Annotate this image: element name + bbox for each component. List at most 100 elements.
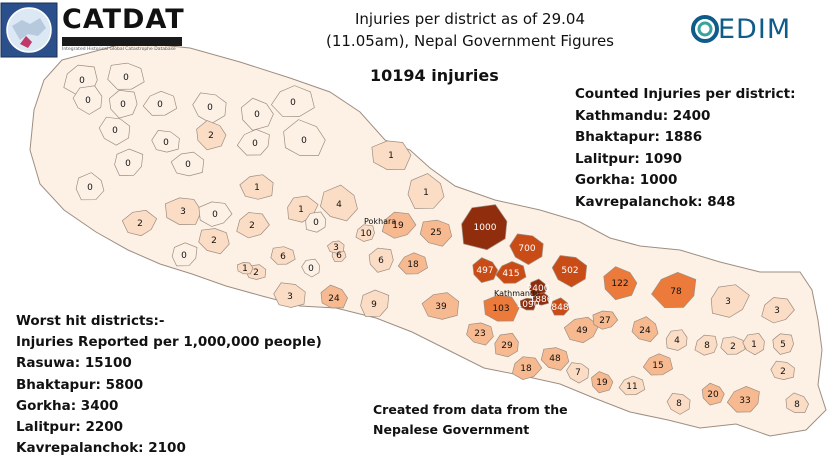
district-value-label: 1 bbox=[751, 340, 757, 350]
district-value-label: 0 bbox=[313, 218, 319, 228]
district-value-label: 8 bbox=[794, 400, 800, 410]
district-area bbox=[283, 119, 326, 156]
counted-item: Lalitpur: 1090 bbox=[575, 150, 683, 167]
district-area bbox=[114, 148, 144, 176]
district-area bbox=[419, 219, 453, 247]
district-area bbox=[381, 211, 417, 239]
catdat-subtitle: Integrated Historical Global Catastrophe… bbox=[62, 47, 176, 52]
district-value-label: 0 bbox=[87, 183, 93, 193]
district-value-label: 11 bbox=[626, 382, 637, 392]
earth-globe-icon bbox=[0, 2, 58, 58]
district-value-label: 3 bbox=[287, 292, 293, 302]
catdat-banner bbox=[62, 37, 182, 46]
district-value-label: 20 bbox=[707, 390, 719, 400]
district-value-label: 23 bbox=[474, 329, 485, 339]
district-value-label: 48 bbox=[549, 354, 561, 364]
data-credit: Created from data from the Nepalese Gove… bbox=[373, 400, 568, 440]
district-value-label: 0 bbox=[125, 159, 131, 169]
district-value-label: 0 bbox=[290, 98, 296, 108]
district-area bbox=[397, 252, 429, 275]
district-value-label: 2 bbox=[137, 219, 143, 229]
credit-line-1: Created from data from the bbox=[373, 402, 568, 417]
district-area bbox=[236, 212, 270, 239]
district-value-label: 0 bbox=[207, 103, 213, 113]
counted-item: Kathmandu: 2400 bbox=[575, 107, 711, 124]
district-area bbox=[770, 360, 795, 380]
district-area bbox=[591, 371, 614, 394]
district-value-label: 0 bbox=[79, 76, 85, 86]
district-value-label: 1 bbox=[254, 183, 260, 193]
district-value-label: 700 bbox=[518, 244, 535, 254]
district-value-label: 3 bbox=[725, 297, 731, 307]
district-area bbox=[642, 353, 674, 376]
district-area bbox=[142, 90, 178, 116]
district-value-label: 19 bbox=[392, 221, 404, 231]
district-area bbox=[355, 224, 375, 242]
district-value-label: 2 bbox=[211, 236, 217, 246]
district-area bbox=[171, 242, 198, 267]
district-area bbox=[726, 386, 760, 413]
district-value-label: 8 bbox=[704, 341, 710, 351]
district-area bbox=[72, 85, 103, 115]
district-value-label: 2 bbox=[780, 367, 786, 377]
district-area bbox=[761, 297, 795, 324]
catdat-logo: CATDAT Integrated Historical Global Cata… bbox=[0, 0, 185, 60]
worst-item: Kavrepalanchok: 2100 bbox=[16, 440, 186, 457]
district-value-label: 0 bbox=[157, 100, 163, 110]
district-value-label: 18 bbox=[407, 260, 419, 270]
district-value-label: 0 bbox=[185, 160, 191, 170]
district-area bbox=[531, 292, 550, 306]
district-value-label: 4 bbox=[336, 200, 342, 210]
district-area bbox=[551, 255, 588, 288]
district-value-label: 1 bbox=[388, 151, 394, 161]
district-area bbox=[509, 233, 544, 266]
worst-item: Rasuwa: 15100 bbox=[16, 355, 132, 372]
district-value-label: 497 bbox=[476, 266, 493, 276]
district-value-label: 78 bbox=[670, 287, 682, 297]
district-area bbox=[236, 129, 270, 156]
district-area bbox=[421, 292, 460, 320]
district-area bbox=[461, 204, 508, 251]
edim-ring-icon bbox=[691, 15, 719, 43]
district-value-label: 2 bbox=[249, 221, 255, 231]
edim-logo: EDIM bbox=[690, 8, 820, 50]
district-area bbox=[710, 284, 750, 318]
district-area bbox=[540, 347, 570, 371]
district-value-label: 0 bbox=[112, 126, 118, 136]
district-area bbox=[665, 329, 688, 351]
district-value-label: 2 bbox=[208, 131, 214, 141]
district-area bbox=[785, 392, 809, 413]
district-area bbox=[466, 322, 494, 346]
district-value-label: 6 bbox=[280, 252, 286, 262]
counted-item: Kavrepalanchok: 848 bbox=[575, 193, 736, 210]
district-area bbox=[301, 258, 321, 278]
district-value-label: 2 bbox=[253, 268, 259, 278]
district-value-label: 6 bbox=[336, 251, 342, 261]
district-value-label: 0 bbox=[254, 110, 260, 120]
district-area bbox=[198, 201, 233, 227]
district-area bbox=[198, 228, 230, 255]
district-area bbox=[495, 261, 527, 284]
city-label-pokhara: Pokhara bbox=[364, 217, 396, 226]
district-area bbox=[320, 184, 358, 222]
district-value-label: 0 bbox=[308, 264, 314, 274]
district-area bbox=[494, 332, 519, 358]
district-area bbox=[550, 297, 570, 316]
counted-heading: Counted Injuries per district: bbox=[575, 86, 796, 102]
district-value-label: 27 bbox=[599, 316, 610, 326]
district-value-label: 3 bbox=[333, 243, 339, 253]
district-value-label: 0 bbox=[85, 96, 91, 106]
district-area bbox=[326, 240, 345, 254]
title-line-2: (11.05am), Nepal Government Figures bbox=[325, 32, 614, 50]
district-area bbox=[196, 120, 227, 151]
district-value-label: 415 bbox=[502, 269, 519, 279]
district-area bbox=[720, 336, 746, 355]
district-value-label: 15 bbox=[652, 361, 663, 371]
catdat-wordmark: CATDAT bbox=[62, 4, 185, 35]
district-area bbox=[237, 262, 254, 275]
district-value-label: 2400 bbox=[527, 284, 550, 294]
district-value-label: 39 bbox=[435, 302, 447, 312]
district-area bbox=[603, 266, 638, 301]
district-value-label: 24 bbox=[328, 294, 340, 304]
